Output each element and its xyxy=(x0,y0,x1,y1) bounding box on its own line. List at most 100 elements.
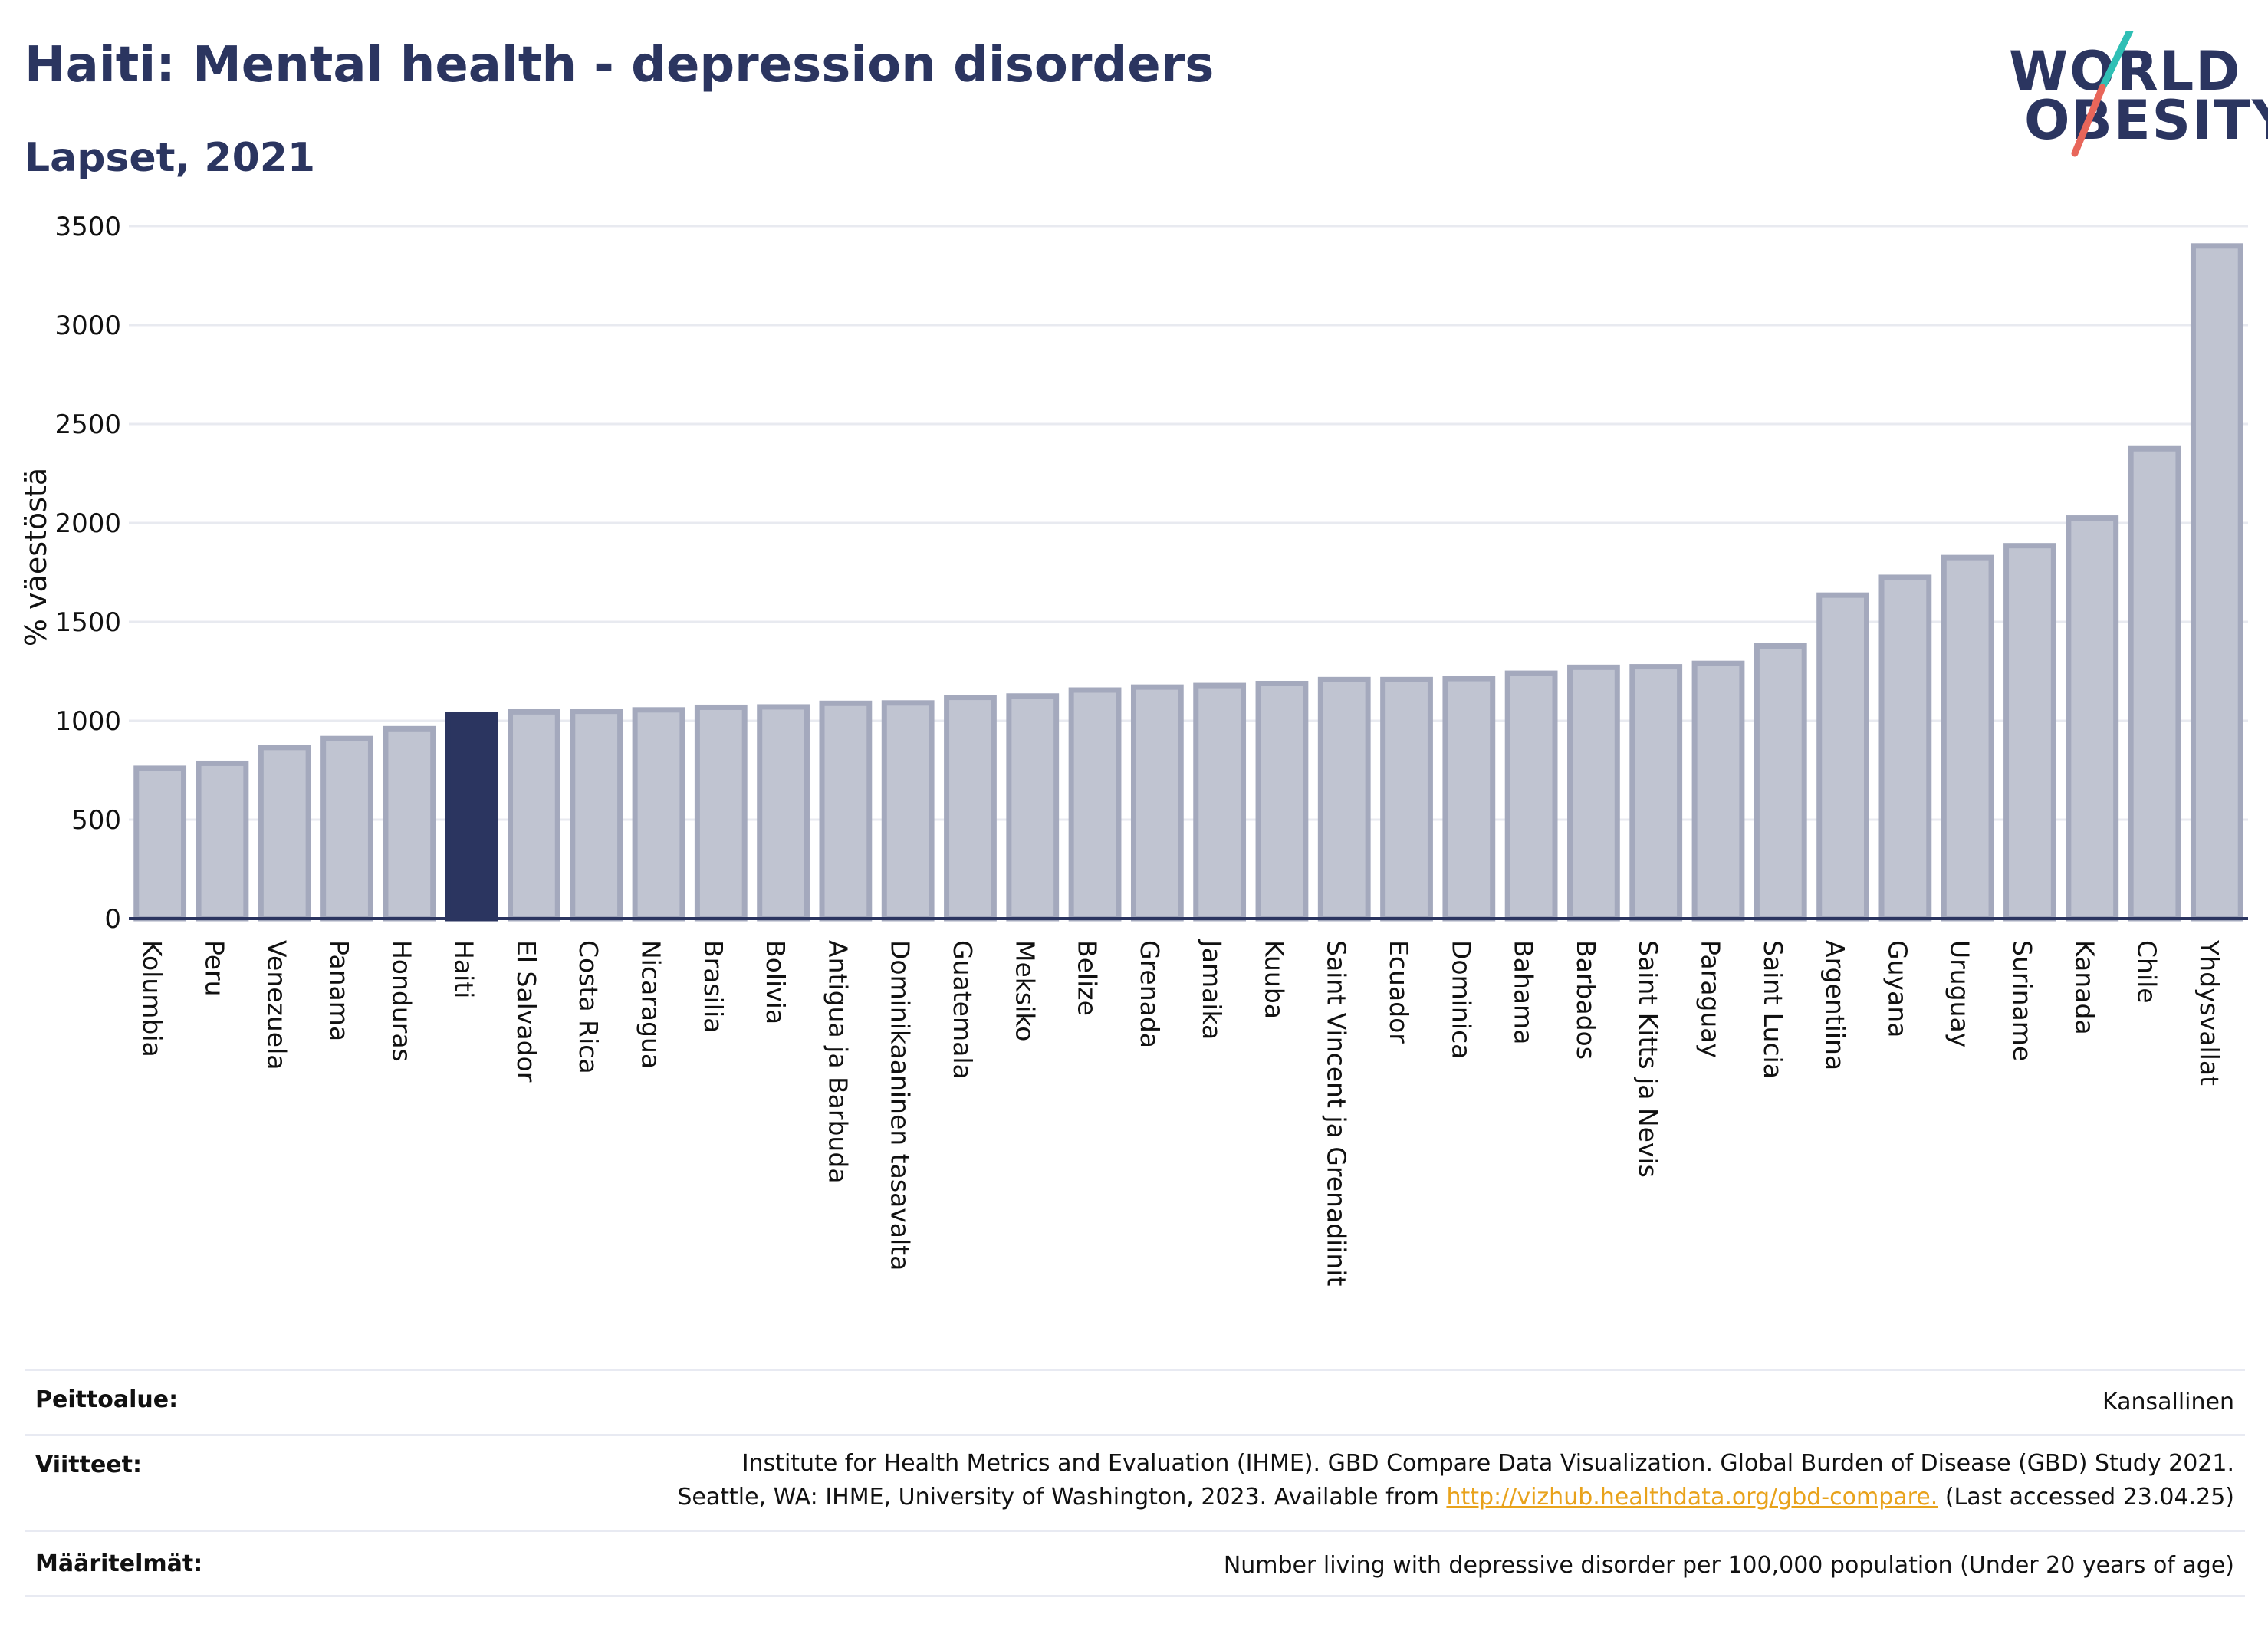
y-tick-label: 3000 xyxy=(54,311,121,341)
bar-chart: 0 500 1000 1500 2000 2500 3000 3500 Kolumbia Per… xyxy=(19,212,2248,1287)
references-line1: Institute for Health Metrics and Evaluat… xyxy=(741,1450,2234,1477)
x-tick-label: Brasilia xyxy=(698,940,728,1033)
footer-row-references: Viitteet: Institute for Health Metrics a… xyxy=(25,1434,2245,1530)
bar-bahama xyxy=(1504,670,1558,922)
references-line2: Seattle, WA: IHME, University of Washing… xyxy=(25,1481,2245,1514)
x-tick-label: Dominica xyxy=(1446,940,1476,1059)
bar-barbados xyxy=(1567,664,1620,922)
x-tick-label: Saint Vincent ja Grenadiinit xyxy=(1322,940,1352,1287)
x-tick-label: Costa Rica xyxy=(574,940,603,1074)
y-tick-label: 0 xyxy=(104,904,121,935)
y-tick-label: 2500 xyxy=(54,409,121,440)
x-tick-label: Argentiina xyxy=(1820,940,1850,1070)
x-tick-label: Yhdysvallat xyxy=(2194,939,2224,1086)
bar-grenada xyxy=(1130,684,1184,922)
x-tick-label: Bahama xyxy=(1509,940,1539,1044)
x-tick-label: Guyana xyxy=(1882,940,1912,1037)
footer-row-coverage: Peittoalue: Kansallinen xyxy=(25,1369,2245,1434)
x-tick-label: Guatemala xyxy=(948,940,978,1080)
x-tick-label: Kanada xyxy=(2069,940,2099,1035)
bar-suriname xyxy=(2003,543,2056,922)
x-tick-label: Saint Lucia xyxy=(1758,940,1788,1079)
bar-venezuela xyxy=(258,745,311,922)
bars xyxy=(133,243,2243,922)
bar-kolumbia xyxy=(133,765,187,922)
x-tick-label: Chile xyxy=(2132,940,2162,1004)
x-tick-label: Haiti xyxy=(449,940,479,998)
bar-honduras xyxy=(383,725,436,922)
bar-chile xyxy=(2128,445,2181,922)
bar-yhdysvallat xyxy=(2190,243,2243,922)
x-tick-label: Kolumbia xyxy=(137,940,167,1057)
bar-argentiina xyxy=(1816,592,1869,922)
bar-kanada xyxy=(2066,515,2119,922)
x-tick-label: Nicaragua xyxy=(636,940,666,1069)
x-tick-label: Antigua ja Barbuda xyxy=(823,940,853,1184)
bar-haiti xyxy=(445,712,498,922)
x-tick-label: Belize xyxy=(1073,940,1103,1016)
x-tick-label: Uruguay xyxy=(1945,940,1975,1047)
logo-text-world: WORLD xyxy=(2009,40,2242,103)
bar-panama xyxy=(320,735,373,922)
x-tick-label: Jamaika xyxy=(1197,939,1227,1040)
world-obesity-logo: WORLD OBESITY xyxy=(2001,31,2268,161)
definitions-value: Number living with depressive disorder p… xyxy=(1223,1552,2234,1579)
x-tick-label: Dominikaaninen tasavalta xyxy=(886,940,915,1271)
x-tick-label: Meksiko xyxy=(1010,940,1040,1041)
bar-dominica xyxy=(1442,676,1496,922)
bar-saint-lucia xyxy=(1754,643,1807,922)
bar-saint-vincent-ja-grenadiinit xyxy=(1317,676,1371,922)
bar-guyana xyxy=(1878,574,1932,922)
footer-row-definitions: Määritelmät: Number living with depressi… xyxy=(25,1530,2245,1597)
x-tick-label: El Salvador xyxy=(511,940,541,1083)
bar-peru xyxy=(196,760,249,922)
y-axis-label: % väestöstä xyxy=(19,468,53,646)
bar-brasilia xyxy=(694,704,748,922)
references-label: Viitteet: xyxy=(35,1452,142,1478)
x-tick-label: Grenada xyxy=(1135,940,1165,1048)
x-tick-label: Suriname xyxy=(2007,940,2037,1061)
bar-paraguay xyxy=(1691,660,1745,922)
x-tick-label: Panama xyxy=(324,940,354,1041)
bar-kuuba xyxy=(1255,680,1309,922)
chart-title: Haiti: Mental health - depression disord… xyxy=(25,37,1215,94)
x-tick-label: Honduras xyxy=(386,940,416,1062)
references-link[interactable]: http://vizhub.healthdata.org/gbd-compare… xyxy=(1446,1484,1938,1511)
x-tick-label: Saint Kitts ja Nevis xyxy=(1633,940,1663,1178)
logo-text-obesity: OBESITY xyxy=(2024,89,2268,152)
references-accessed: (Last accessed 23.04.25) xyxy=(1938,1484,2234,1511)
bar-costa-rica xyxy=(570,709,623,922)
y-tick-label: 2000 xyxy=(54,508,121,539)
coverage-value: Kansallinen xyxy=(2102,1389,2234,1415)
x-tick-label: Peru xyxy=(199,940,229,997)
bar-belize xyxy=(1068,687,1122,922)
y-tick-label: 500 xyxy=(71,805,121,836)
footer-table: Peittoalue: Kansallinen Viitteet: Instit… xyxy=(25,1369,2245,1597)
y-tick-label: 3500 xyxy=(54,212,121,242)
bar-el-salvador xyxy=(508,709,560,922)
bar-nicaragua xyxy=(632,707,685,922)
bar-jamaika xyxy=(1193,682,1247,922)
chart-subtitle: Lapset, 2021 xyxy=(25,135,316,181)
y-axis-ticks: 0 500 1000 1500 2000 2500 3000 3500 xyxy=(54,212,121,935)
references-text: Seattle, WA: IHME, University of Washing… xyxy=(677,1484,1447,1511)
x-tick-label: Venezuela xyxy=(262,940,292,1070)
x-tick-label: Paraguay xyxy=(1696,940,1726,1058)
x-tick-label: Barbados xyxy=(1571,940,1601,1060)
x-tick-label: Bolivia xyxy=(761,940,791,1024)
bar-dominikaaninen-tasavalta xyxy=(881,700,935,922)
bar-bolivia xyxy=(757,704,810,922)
bar-guatemala xyxy=(944,695,997,922)
coverage-label: Peittoalue: xyxy=(35,1386,179,1413)
logo-slash-icon xyxy=(2071,31,2134,157)
bar-uruguay xyxy=(1941,554,1994,922)
x-tick-label: Kuuba xyxy=(1259,940,1289,1019)
bar-meksiko xyxy=(1006,693,1060,922)
bar-saint-kitts-ja-nevis xyxy=(1629,664,1683,922)
bar-antigua-ja-barbuda xyxy=(819,700,873,922)
y-tick-label: 1000 xyxy=(54,706,121,737)
y-tick-label: 1500 xyxy=(54,607,121,638)
bar-ecuador xyxy=(1380,676,1433,922)
definitions-label: Määritelmät: xyxy=(35,1550,203,1577)
x-tick-label: Ecuador xyxy=(1384,940,1414,1044)
